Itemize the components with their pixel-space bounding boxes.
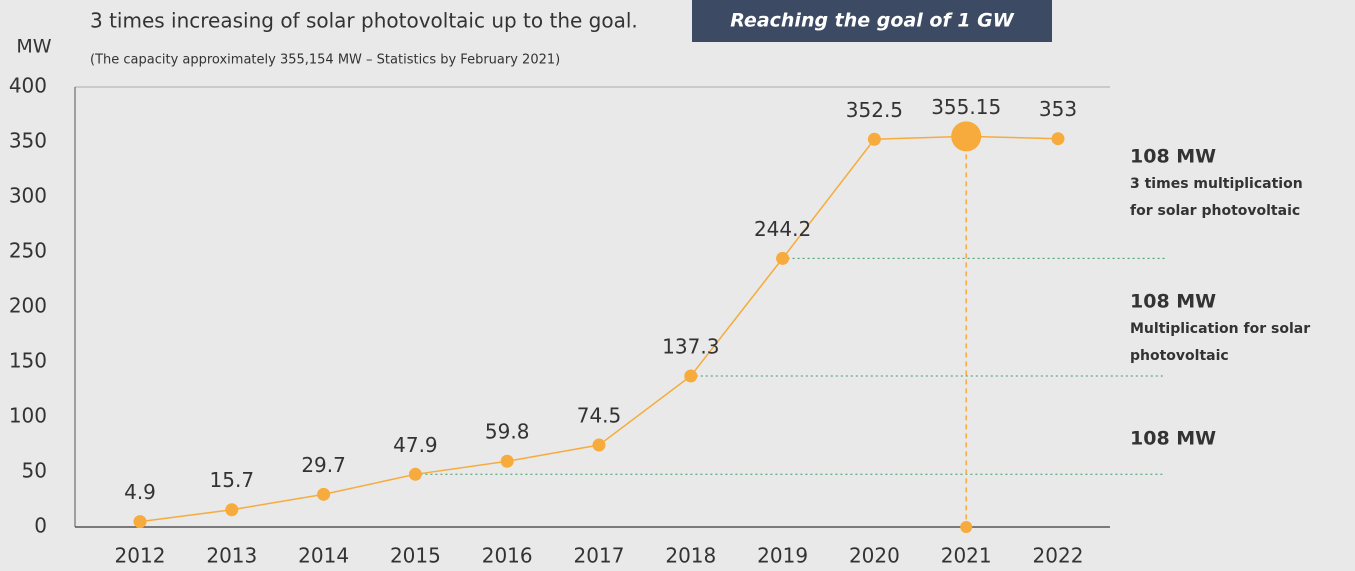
data-label: 352.5 bbox=[846, 98, 903, 122]
point bbox=[592, 438, 606, 452]
annotation-title: 108 MW bbox=[1130, 291, 1216, 313]
banner: Reaching the goal of 1 GW bbox=[730, 10, 1015, 32]
x-tick-label: 2021 bbox=[941, 544, 992, 568]
x-tick-label: 2017 bbox=[574, 544, 625, 568]
y-axis-label: MW bbox=[16, 36, 51, 58]
point bbox=[867, 132, 881, 146]
x-tick-label: 2013 bbox=[206, 544, 257, 568]
point bbox=[500, 454, 514, 468]
highlight-point bbox=[951, 121, 982, 152]
data-label: 47.9 bbox=[393, 433, 438, 457]
y-tick-label: 50 bbox=[22, 459, 47, 483]
y-tick-label: 150 bbox=[9, 349, 47, 373]
y-tick-label: 300 bbox=[9, 184, 47, 208]
x-tick-label: 2019 bbox=[757, 544, 808, 568]
baseline-dot bbox=[960, 521, 973, 533]
point bbox=[776, 251, 790, 265]
point bbox=[317, 487, 331, 501]
subtitle: (The capacity approximately 355,154 MW –… bbox=[90, 53, 560, 68]
data-label: 355.15 bbox=[931, 95, 1001, 119]
line bbox=[139, 135, 1059, 523]
point bbox=[133, 515, 147, 529]
point bbox=[1051, 132, 1065, 146]
point bbox=[408, 467, 422, 481]
data-label: 59.8 bbox=[485, 420, 530, 444]
data-label: 29.7 bbox=[301, 453, 346, 477]
y-tick-label: 250 bbox=[9, 239, 47, 263]
y-tick-label: 200 bbox=[9, 294, 47, 318]
x-tick-label: 2016 bbox=[482, 544, 533, 568]
x-tick-label: 2020 bbox=[849, 544, 900, 568]
x-tick-label: 2012 bbox=[115, 544, 166, 568]
x-tick-label: 2014 bbox=[298, 544, 349, 568]
data-label: 74.5 bbox=[577, 404, 622, 428]
x-tick-label: 2015 bbox=[390, 544, 441, 568]
point bbox=[225, 503, 239, 517]
point bbox=[684, 369, 698, 383]
annotation-title: 108 MW bbox=[1130, 428, 1216, 450]
annotation-text: 3 times multiplication bbox=[1130, 176, 1303, 192]
annotation-text: Multiplication for solar bbox=[1130, 321, 1310, 337]
data-label: 15.7 bbox=[210, 468, 255, 492]
y-tick-label: 0 bbox=[34, 514, 47, 538]
banner-box bbox=[692, 0, 1052, 42]
x-tick-label: 2018 bbox=[665, 544, 716, 568]
annotation-title: 108 MW bbox=[1130, 146, 1216, 168]
data-label: 4.9 bbox=[124, 480, 156, 504]
data-label: 244.2 bbox=[754, 217, 811, 241]
annotation-text: photovoltaic bbox=[1130, 348, 1229, 364]
x-tick-label: 2022 bbox=[1033, 544, 1084, 568]
annotation-text: for solar photovoltaic bbox=[1130, 203, 1300, 219]
y-tick-label: 350 bbox=[9, 129, 47, 153]
y-tick-label: 400 bbox=[9, 74, 47, 98]
chart-title: 3 times increasing of solar photovoltaic… bbox=[90, 9, 638, 33]
data-label: 137.3 bbox=[662, 334, 719, 358]
y-tick-label: 100 bbox=[9, 404, 47, 428]
data-label: 353 bbox=[1039, 97, 1077, 121]
